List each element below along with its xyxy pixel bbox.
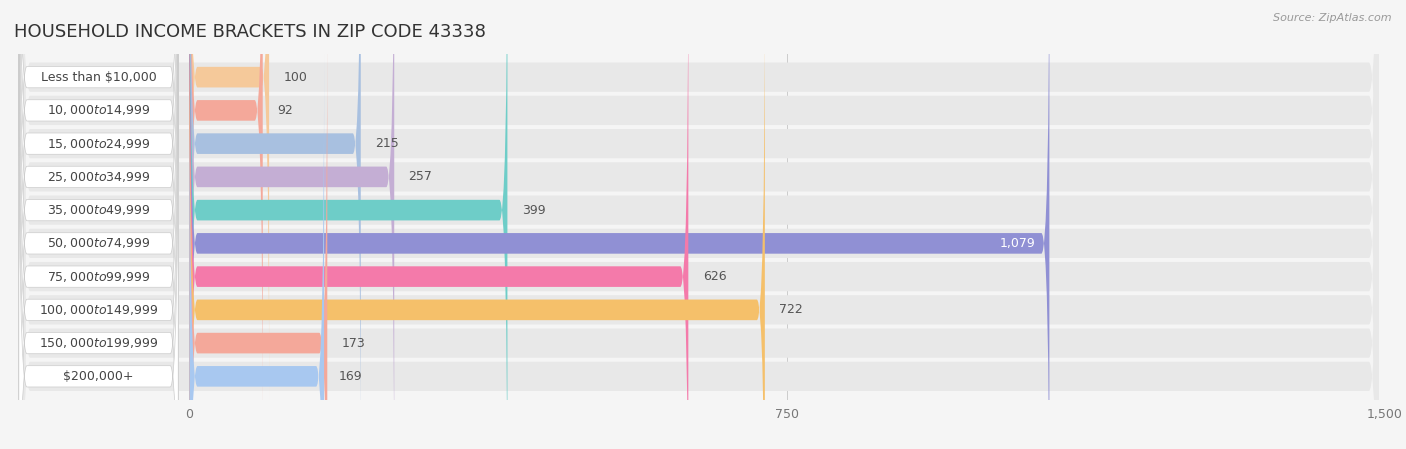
FancyBboxPatch shape [190, 21, 328, 449]
FancyBboxPatch shape [18, 0, 179, 449]
FancyBboxPatch shape [18, 0, 179, 399]
FancyBboxPatch shape [190, 0, 508, 449]
FancyBboxPatch shape [190, 0, 689, 449]
FancyBboxPatch shape [21, 0, 1378, 449]
FancyBboxPatch shape [21, 0, 1378, 449]
FancyBboxPatch shape [18, 0, 179, 449]
FancyBboxPatch shape [21, 0, 1378, 449]
FancyBboxPatch shape [190, 0, 361, 449]
Text: $150,000 to $199,999: $150,000 to $199,999 [39, 336, 159, 350]
FancyBboxPatch shape [18, 0, 179, 449]
Text: $50,000 to $74,999: $50,000 to $74,999 [46, 236, 150, 251]
FancyBboxPatch shape [190, 0, 1049, 449]
Text: Less than $10,000: Less than $10,000 [41, 70, 156, 84]
Text: 173: 173 [342, 337, 366, 350]
Text: HOUSEHOLD INCOME BRACKETS IN ZIP CODE 43338: HOUSEHOLD INCOME BRACKETS IN ZIP CODE 43… [14, 23, 486, 41]
FancyBboxPatch shape [21, 0, 1378, 449]
Text: $10,000 to $14,999: $10,000 to $14,999 [46, 103, 150, 117]
FancyBboxPatch shape [18, 54, 179, 449]
Text: $200,000+: $200,000+ [63, 370, 134, 383]
FancyBboxPatch shape [21, 0, 1378, 449]
Text: 399: 399 [522, 204, 546, 216]
FancyBboxPatch shape [21, 0, 1378, 449]
Text: 1,079: 1,079 [1000, 237, 1035, 250]
Text: $75,000 to $99,999: $75,000 to $99,999 [46, 269, 150, 284]
Text: 257: 257 [409, 170, 433, 183]
FancyBboxPatch shape [21, 0, 1378, 449]
Text: $100,000 to $149,999: $100,000 to $149,999 [39, 303, 159, 317]
Text: $35,000 to $49,999: $35,000 to $49,999 [46, 203, 150, 217]
Text: 722: 722 [779, 304, 803, 317]
Text: $25,000 to $34,999: $25,000 to $34,999 [46, 170, 150, 184]
Text: $15,000 to $24,999: $15,000 to $24,999 [46, 136, 150, 150]
FancyBboxPatch shape [18, 0, 179, 449]
FancyBboxPatch shape [21, 0, 1378, 449]
FancyBboxPatch shape [21, 0, 1378, 449]
Text: 92: 92 [277, 104, 292, 117]
FancyBboxPatch shape [190, 0, 269, 399]
Text: Source: ZipAtlas.com: Source: ZipAtlas.com [1274, 13, 1392, 23]
FancyBboxPatch shape [190, 0, 263, 432]
FancyBboxPatch shape [190, 0, 765, 449]
FancyBboxPatch shape [21, 0, 1378, 449]
Text: 100: 100 [284, 70, 308, 84]
FancyBboxPatch shape [190, 54, 325, 449]
FancyBboxPatch shape [190, 0, 394, 449]
FancyBboxPatch shape [18, 0, 179, 449]
Text: 215: 215 [375, 137, 399, 150]
FancyBboxPatch shape [18, 0, 179, 449]
FancyBboxPatch shape [18, 21, 179, 449]
Text: 626: 626 [703, 270, 727, 283]
FancyBboxPatch shape [18, 0, 179, 432]
Text: 169: 169 [339, 370, 363, 383]
